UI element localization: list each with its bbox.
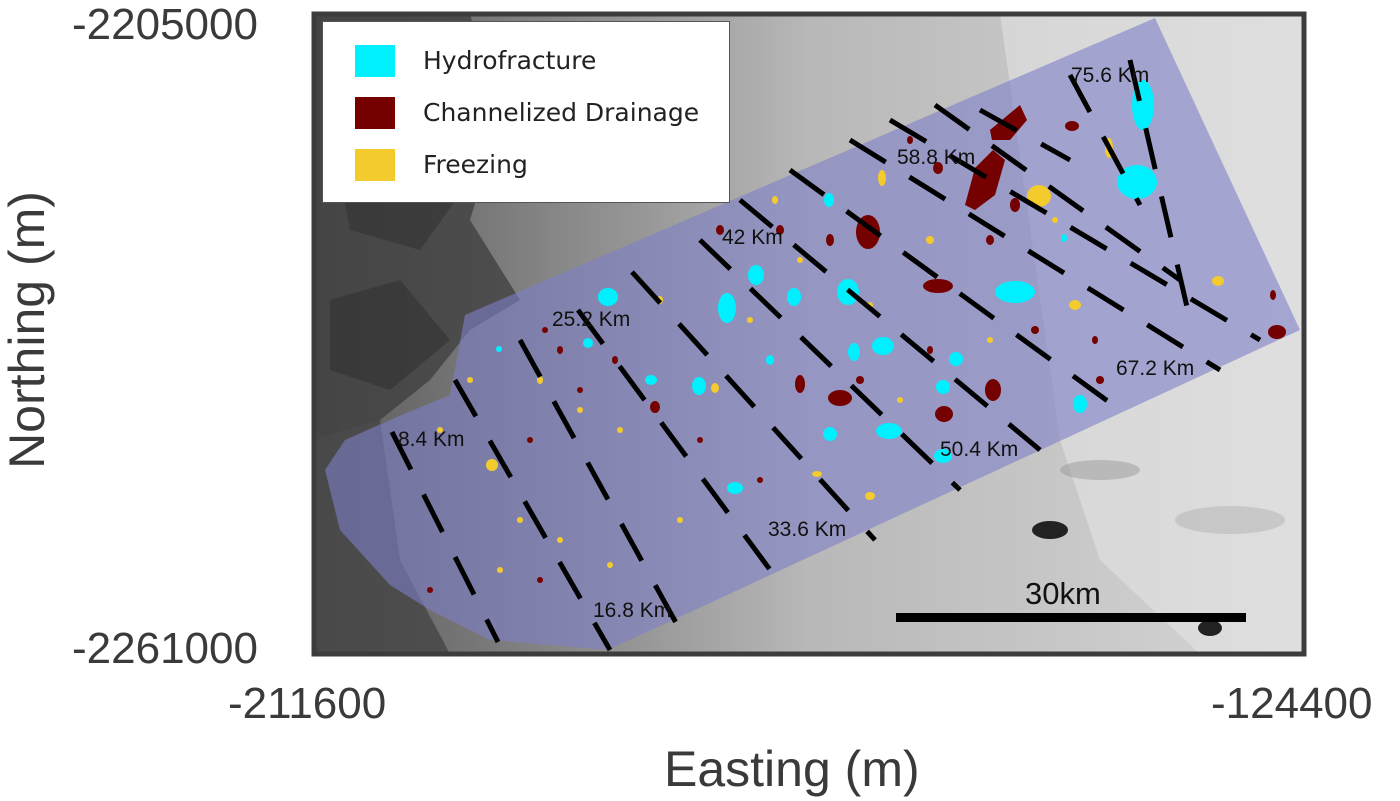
y-axis-title: Northing (m): [0, 191, 55, 469]
legend-label: Channelized Drainage: [423, 98, 700, 127]
x-axis-title: Easting (m): [664, 741, 920, 797]
transect-lines: [389, 59, 1262, 652]
study-swath: [325, 18, 1300, 650]
distance-marker: 67.2 Km: [1116, 357, 1194, 380]
legend: Hydrofracture Channelized Drainage Freez…: [322, 21, 730, 203]
distance-marker: 58.8 Km: [897, 146, 975, 169]
legend-label: Hydrofracture: [423, 46, 597, 75]
legend-label: Freezing: [423, 150, 528, 179]
distance-marker: 16.8 Km: [593, 599, 671, 622]
hydrofracture-patches: [496, 80, 1157, 494]
x-tick-label-left: -211600: [228, 679, 387, 728]
scale-bar: [896, 613, 1246, 622]
legend-swatch-freezing: [355, 149, 395, 181]
distance-marker: 8.4 Km: [398, 428, 465, 451]
scale-bar-label: 30km: [1025, 576, 1101, 611]
distance-marker: 50.4 Km: [940, 438, 1018, 461]
x-tick-label-right: -124400: [1211, 679, 1373, 728]
distance-marker: 25.2 Km: [552, 308, 630, 331]
distance-marker: 42 Km: [722, 226, 783, 249]
map-frame: [311, 11, 1307, 657]
y-tick-label-top: -2205000: [72, 0, 258, 49]
channelized-drainage-patches: [427, 105, 1286, 593]
y-tick-label-bottom: -2261000: [72, 624, 258, 673]
legend-swatch-channelized-drainage: [355, 97, 395, 129]
distance-marker: 75.6 Km: [1071, 64, 1149, 87]
legend-swatch-hydrofracture: [355, 45, 395, 77]
distance-marker: 33.6 Km: [768, 518, 846, 541]
distance-markers: 8.4 Km 16.8 Km 25.2 Km 33.6 Km 42 Km 50.…: [398, 64, 1194, 622]
